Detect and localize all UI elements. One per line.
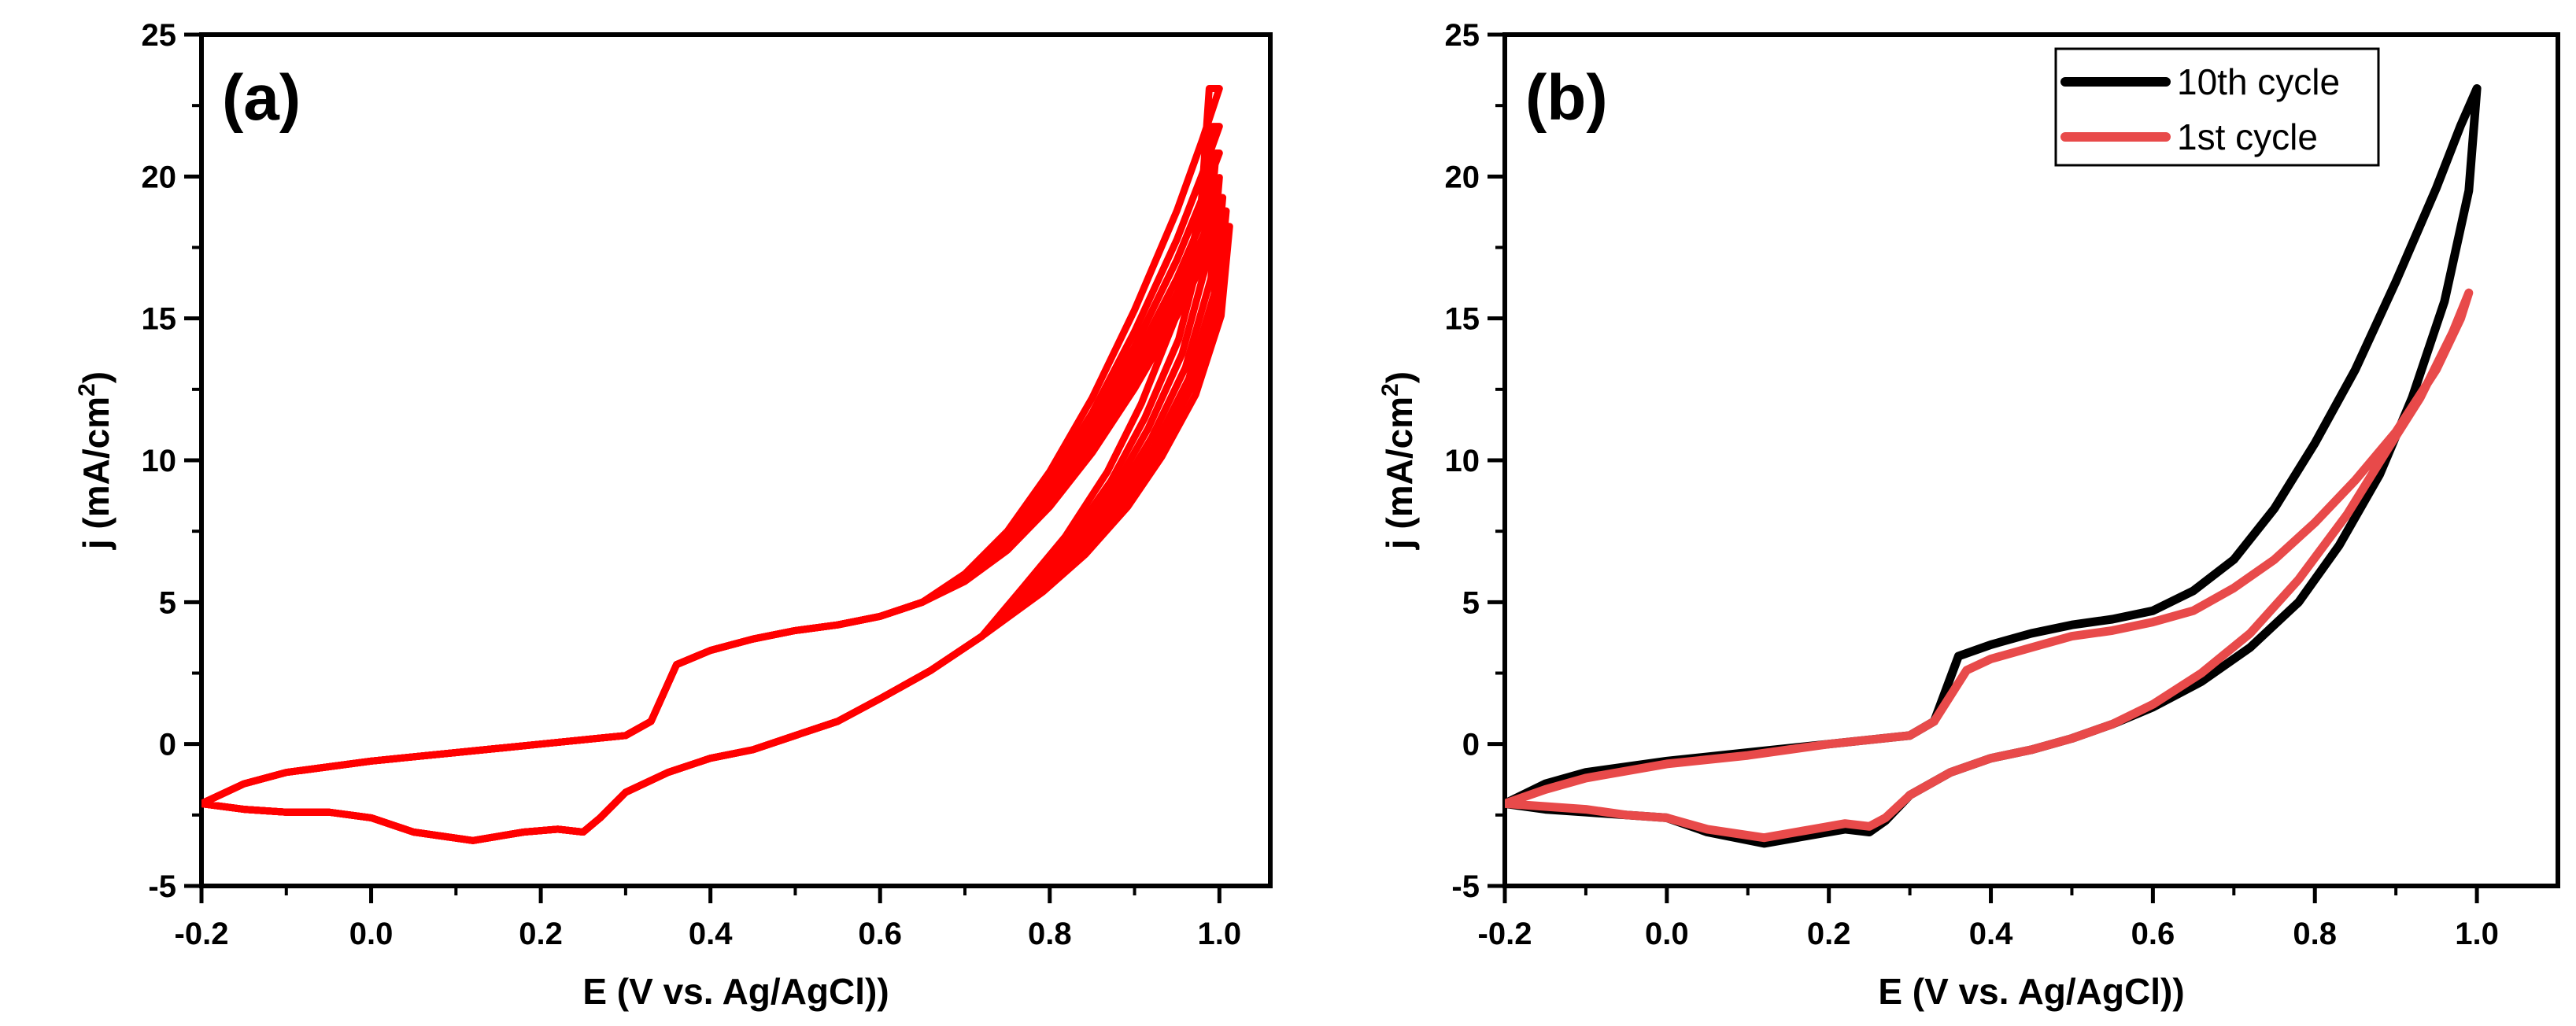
cv-cycle-line [201, 223, 1233, 844]
y-tick-label: 0 [159, 728, 176, 762]
x-tick-label: 0.6 [858, 917, 902, 951]
x-tick-label: 0.2 [1807, 917, 1851, 951]
x-tick-label: 0.0 [349, 917, 394, 951]
y-axis-title: j (mA/cm2) [1377, 371, 1420, 550]
x-tick-label: 1.0 [1198, 917, 1242, 951]
legend-entry: 10th cycle [2177, 61, 2340, 102]
y-tick-label: 25 [1445, 18, 1480, 53]
y-tick-label: 15 [142, 302, 177, 337]
x-tick-label: 0.8 [1028, 917, 1072, 951]
x-tick-label: -0.2 [1478, 917, 1532, 951]
y-tick-label: 20 [1445, 160, 1480, 194]
x-tick-label: 0.8 [2293, 917, 2337, 951]
y-tick-label: 10 [1445, 444, 1480, 478]
x-tick-label: 0.4 [1969, 917, 2013, 951]
chart-panel-b: -0.2 0.0 0.2 0.4 0.6 0.8 1.0 -5 0 5 10 15 20 25 E (V v… [1377, 18, 2560, 1012]
cv-cycle-line [201, 174, 1223, 844]
x-tick-label: 0.2 [519, 917, 563, 951]
x-axis-title: E (V vs. Ag/AgCl)) [1878, 971, 2184, 1012]
y-tick-label: 15 [1445, 302, 1480, 337]
panel-label: (b) [1525, 62, 1608, 134]
y-axis-title-main: j (mA/cm [76, 397, 116, 550]
y-axis-title: j (mA/cm2) [74, 371, 116, 550]
cv-series-line [1505, 288, 2474, 843]
y-axis-title-close: ) [1379, 371, 1420, 383]
panel-label: (a) [222, 62, 301, 134]
legend-entry: 1st cycle [2177, 116, 2318, 157]
y-tick-label: 5 [159, 585, 176, 620]
cv-cycle-line [201, 194, 1227, 844]
x-tick-label: 0.4 [689, 917, 733, 951]
x-tick-label: 1.0 [2455, 917, 2499, 951]
y-tick-label: 0 [1462, 728, 1480, 762]
y-axis-title-close: ) [76, 371, 116, 383]
y-tick-label: -5 [1451, 869, 1480, 904]
y-tick-label: -5 [148, 869, 176, 904]
y-tick-label: 5 [1462, 585, 1480, 620]
x-tick-label: -0.2 [175, 917, 229, 951]
y-tick-label: 25 [142, 18, 177, 53]
x-axis-title: E (V vs. Ag/AgCl)) [582, 971, 889, 1012]
chart-panel-a: -0.2 0.0 0.2 0.4 0.6 0.8 1.0 -5 0 5 10 15 20 25 E (V v… [74, 18, 1273, 1012]
y-axis-title-main: j (mA/cm [1379, 397, 1420, 550]
y-tick-label: 20 [142, 160, 177, 194]
y-tick-label: 10 [142, 444, 177, 478]
legend-box [2054, 47, 2380, 167]
legend: 10th cycle 1st cycle [2054, 47, 2380, 167]
y-axis-title-superscript: 2 [1377, 383, 1403, 397]
cv-series-line [1505, 84, 2482, 848]
x-tick-label: 0.6 [2131, 917, 2175, 951]
cv-cycle-line [201, 149, 1223, 844]
data-layer [1505, 84, 2482, 848]
x-tick-label: 0.0 [1645, 917, 1689, 951]
data-layer [201, 85, 1233, 844]
y-axis-title-superscript: 2 [74, 383, 100, 397]
